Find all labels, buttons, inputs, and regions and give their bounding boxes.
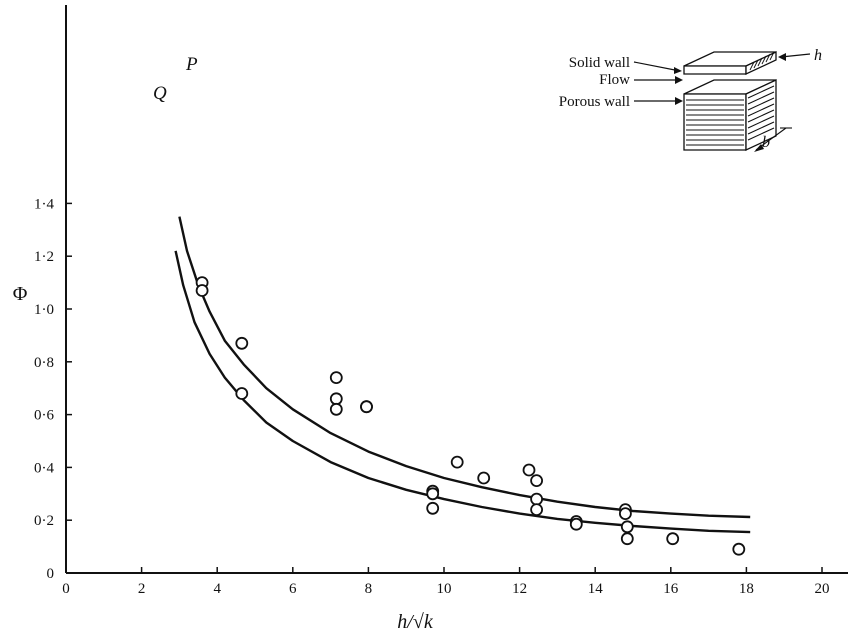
x-tick-label: 2 — [138, 581, 146, 597]
solid-wall-label: Solid wall — [569, 55, 630, 71]
b-label: b — [762, 134, 770, 151]
data-point — [426, 501, 440, 515]
y-tick-label: 0·6 — [34, 408, 54, 424]
h-arrow-head — [778, 53, 786, 61]
curve-p — [178, 216, 751, 519]
data-point — [732, 542, 746, 556]
y-tick-label: 1·0 — [34, 302, 54, 318]
axes — [65, 5, 848, 574]
curve-label-p: P — [185, 54, 198, 75]
y-tick-label: 0·8 — [34, 355, 54, 371]
y-tick-label: 0·4 — [34, 460, 54, 476]
flow-arrow-head — [675, 76, 683, 84]
x-tick-label: 4 — [213, 581, 221, 597]
y-axis-title: Φ — [13, 283, 28, 305]
data-point — [522, 463, 536, 477]
data-point — [530, 503, 543, 517]
y-tick-label: 1·4 — [34, 196, 54, 212]
data-point — [569, 517, 583, 531]
data-point — [235, 387, 249, 400]
curve-q — [174, 250, 751, 534]
data-point — [195, 284, 209, 297]
curves — [174, 216, 751, 534]
porous-wall-lines — [686, 85, 775, 146]
data-point — [477, 471, 491, 485]
data-point — [666, 532, 680, 546]
x-tick-label: 12 — [512, 581, 527, 597]
b-arrow-head — [754, 144, 764, 152]
solid-wall-front — [683, 65, 747, 75]
data-point — [530, 492, 543, 506]
x-tick-label: 0 — [62, 581, 70, 597]
data-point — [360, 400, 373, 414]
data-point — [426, 487, 440, 501]
data-point — [530, 474, 543, 488]
data-point — [329, 402, 343, 416]
data-point — [329, 371, 343, 385]
x-tick-label: 10 — [437, 581, 452, 597]
solid-wall-arrow-head — [674, 67, 682, 74]
solid-wall-hatching — [749, 51, 775, 71]
y-tick-label: 1·2 — [34, 249, 54, 265]
x-tick-label: 14 — [588, 581, 604, 597]
x-tick-label: 16 — [663, 581, 679, 597]
flow-label: Flow — [599, 72, 630, 88]
x-tick-label: 8 — [365, 581, 373, 597]
data-point — [620, 532, 634, 546]
data-point — [235, 336, 249, 350]
y-tick-label: 0·2 — [34, 513, 54, 529]
solid-wall-arrow — [633, 61, 681, 72]
h-label: h — [814, 47, 822, 64]
x-tick-label: 20 — [815, 581, 830, 597]
x-tick-label: 18 — [739, 581, 754, 597]
x-axis-title: h/√k — [397, 611, 434, 633]
y-tick-label: 0 — [47, 566, 55, 582]
data-point — [329, 392, 343, 406]
porous-wall-arrow-head — [675, 97, 683, 105]
curve-label-q: Q — [153, 83, 167, 104]
x-tick-label: 6 — [289, 581, 297, 597]
data-points — [195, 276, 746, 556]
porous-wall-label: Porous wall — [559, 94, 630, 110]
channel-diagram: Solid wall Flow Porous wall h — [559, 47, 822, 152]
ticks: 0 2 4 6 8 10 12 14 16 18 20 0 0·2 0·4 0·6 0·8 1·0 1·2 1·4 — [34, 196, 830, 597]
porous-wall-front — [683, 93, 747, 151]
data-point — [450, 455, 464, 469]
data-point — [619, 507, 632, 520]
data-point — [620, 520, 634, 534]
